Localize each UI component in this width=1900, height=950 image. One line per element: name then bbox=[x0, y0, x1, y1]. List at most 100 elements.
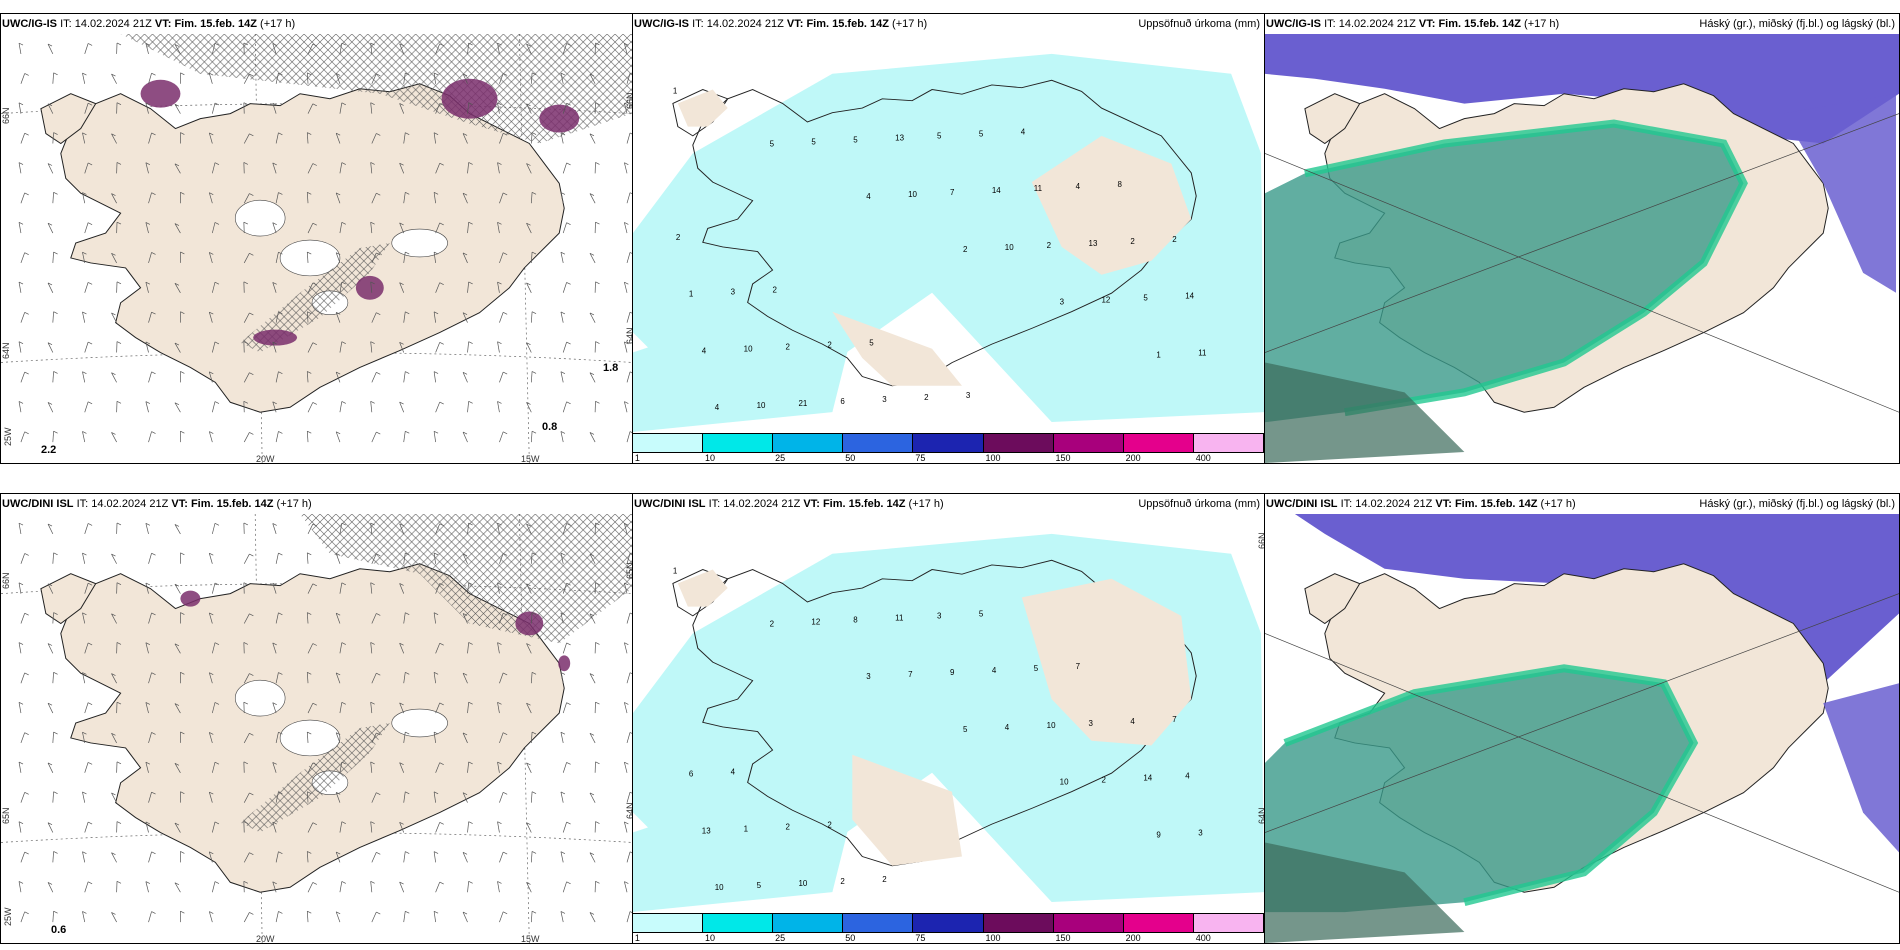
precip-value: 4 bbox=[1185, 772, 1190, 781]
precip-value: 5 bbox=[937, 131, 942, 140]
lon-label: 25W bbox=[3, 427, 13, 446]
lon-label: 25W bbox=[3, 907, 13, 926]
precip-value: 11 bbox=[1198, 348, 1207, 357]
precip-value: 12 bbox=[811, 617, 820, 626]
colorbar-swatch bbox=[773, 434, 844, 452]
precip-title: Uppsöfnuð úrkoma (mm) bbox=[1138, 18, 1260, 30]
precip-map: 1 2 3 5 10 9 10 12 7 4 2 3 5 8 9 10 14 13 10 11 4 3 4 1 2 3 5 4 6 2 2 5… bbox=[633, 514, 1264, 913]
precip-value: 8 bbox=[1117, 180, 1122, 189]
precip-value: 3 bbox=[1198, 828, 1203, 837]
precip-value: 2 bbox=[773, 286, 778, 295]
precip-value: 5 bbox=[770, 139, 775, 148]
precip-value: 5 bbox=[963, 725, 968, 734]
precip-value: 9 bbox=[950, 668, 955, 677]
iceland-cloud-map bbox=[1265, 34, 1899, 463]
colorbar-label: 100 bbox=[985, 933, 1001, 943]
precip-title: Uppsöfnuð úrkoma (mm) bbox=[1138, 498, 1260, 510]
precip-value: 2 bbox=[840, 877, 845, 886]
precip-map: 1 5 4 2 3 1 4 5 10 10 12 11 10 5 7 2 5 4 21 13 14 13 14 10 6 5 11 2… bbox=[633, 34, 1264, 433]
precip-value: 7 bbox=[1172, 715, 1177, 724]
precip-value: 3 bbox=[866, 672, 871, 681]
colorbar-label: 200 bbox=[1125, 933, 1141, 943]
precip-value: 3 bbox=[1089, 719, 1094, 728]
colorbar-label: 25 bbox=[775, 933, 786, 943]
precip-value: 10 bbox=[715, 883, 724, 892]
colorbar-labels: 1 10 25 50 75 100 150 200 400 bbox=[633, 933, 1264, 943]
precip-value: 1 bbox=[673, 567, 678, 576]
precip-value: 1 bbox=[673, 87, 678, 96]
precip-value: 5 bbox=[853, 135, 858, 144]
precip-value: 4 bbox=[866, 192, 871, 201]
colorbar-label: 10 bbox=[705, 933, 716, 943]
precip-value: 2 bbox=[676, 233, 681, 242]
cloud-panel-top: UWC/IG-IS IT: 14.02.2024 21Z VT: Fim. 15… bbox=[1264, 13, 1900, 464]
precip-value: 5 bbox=[1143, 294, 1148, 303]
precip-value: 3 bbox=[966, 391, 971, 400]
iceland-precip-map: 1235109101274235891014131011434123546225… bbox=[633, 533, 1264, 913]
colorbar-label: 400 bbox=[1195, 453, 1211, 463]
lon-label: 15W bbox=[521, 934, 540, 944]
precip-value: 11 bbox=[1034, 184, 1043, 193]
colorbar-label: 150 bbox=[1055, 933, 1071, 943]
lat-label: 64N bbox=[1, 342, 11, 359]
precip-value: 4 bbox=[1021, 128, 1026, 137]
precip-value: 10 bbox=[798, 879, 807, 888]
colorbar-swatch bbox=[703, 434, 774, 452]
precip-value: 4 bbox=[1130, 717, 1135, 726]
colorbar-label: 150 bbox=[1055, 453, 1071, 463]
panel-title: UWC/DINI ISL IT: 14.02.2024 21Z VT: Fim.… bbox=[2, 498, 312, 510]
precip-value: 2 bbox=[770, 619, 775, 628]
precip-value: 12 bbox=[1102, 296, 1111, 305]
precip-value: 10 bbox=[744, 344, 753, 353]
colorbar-label: 50 bbox=[845, 453, 856, 463]
colorbar-swatch bbox=[633, 914, 704, 932]
point-value: 0.6 bbox=[51, 924, 67, 936]
precip-value: 6 bbox=[689, 770, 694, 779]
precip-value: 7 bbox=[908, 670, 913, 679]
precip-value: 5 bbox=[757, 881, 762, 890]
precip-value: 14 bbox=[992, 186, 1001, 195]
precip-value: 2 bbox=[963, 245, 968, 254]
lat-label: 66N bbox=[1, 107, 11, 124]
colorbar-swatch bbox=[913, 914, 984, 932]
precip-value: 2 bbox=[1172, 235, 1177, 244]
panel-title: UWC/IG-IS IT: 14.02.2024 21Z VT: Fim. 15… bbox=[1266, 18, 1560, 30]
precip-value: 21 bbox=[798, 399, 807, 408]
precip-value: 2 bbox=[1047, 241, 1052, 250]
precip-value: 5 bbox=[811, 137, 816, 146]
colorbar-swatch bbox=[913, 434, 984, 452]
precip-value: 5 bbox=[979, 609, 984, 618]
colorbar-swatch bbox=[1193, 434, 1264, 452]
precip-value: 4 bbox=[731, 768, 736, 777]
precip-value: 5 bbox=[869, 338, 874, 347]
point-value: 1.8 bbox=[603, 362, 619, 374]
precip-value: 2 bbox=[786, 822, 791, 831]
cloud-map bbox=[1265, 514, 1899, 943]
colorbar-label: 10 bbox=[705, 453, 716, 463]
precip-value: 4 bbox=[1005, 723, 1010, 732]
cloud-panel-bottom: UWC/DINI ISL IT: 14.02.2024 21Z VT: Fim.… bbox=[1264, 493, 1900, 944]
lon-label: 15W bbox=[521, 454, 540, 464]
precip-value: 14 bbox=[1185, 292, 1194, 301]
iceland-cloud-map bbox=[1265, 514, 1899, 943]
precip-value: 3 bbox=[937, 611, 942, 620]
precip-value: 2 bbox=[1130, 237, 1135, 246]
colorbar-swatch bbox=[1053, 914, 1124, 932]
lon-label: 20W bbox=[256, 934, 275, 944]
colorbar-labels: 1 10 25 50 75 100 150 200 400 bbox=[633, 453, 1264, 463]
colorbar-label: 75 bbox=[915, 933, 926, 943]
precip-value: 10 bbox=[1060, 778, 1069, 787]
panel-title: UWC/IG-IS IT: 14.02.2024 21Z VT: Fim. 15… bbox=[2, 18, 296, 30]
precip-value: 2 bbox=[882, 875, 887, 884]
precip-value: 4 bbox=[715, 403, 720, 412]
colorbar-swatch bbox=[773, 914, 844, 932]
precip-value: 7 bbox=[1076, 662, 1081, 671]
precip-value: 7 bbox=[950, 188, 955, 197]
precip-value: 8 bbox=[853, 615, 858, 624]
point-value: 0.8 bbox=[542, 421, 558, 433]
colorbar-label: 75 bbox=[915, 453, 926, 463]
precip-value: 10 bbox=[1047, 721, 1056, 730]
iceland-precip-map: 1542314510101211105725421131413141065112… bbox=[633, 53, 1264, 433]
colorbar-swatch bbox=[1123, 434, 1194, 452]
cloud-title: Háský (gr.), miðský (fj.bl.) og lágský (… bbox=[1699, 18, 1895, 30]
